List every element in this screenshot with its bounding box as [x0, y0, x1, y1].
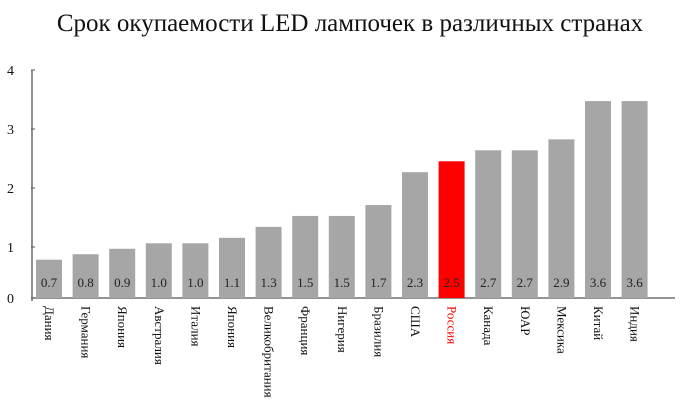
bar [365, 205, 392, 298]
bar [475, 150, 502, 298]
bar-value-label: 1.7 [370, 275, 387, 290]
x-tick-label: Дания [42, 306, 57, 341]
x-tick-label: Франция [298, 306, 313, 355]
bar-value-label: 3.6 [590, 275, 607, 290]
x-tick-label: Россия [445, 306, 460, 344]
bar-value-label: 2.9 [553, 275, 569, 290]
bar-value-label: 3.6 [626, 275, 643, 290]
bar [511, 150, 538, 298]
y-tick-label: 0 [7, 292, 14, 307]
y-tick-label: 2 [7, 182, 14, 197]
bar-value-label: 1.0 [187, 275, 203, 290]
x-tick-label: США [408, 306, 423, 338]
bar-value-label: 1.1 [224, 275, 240, 290]
bar [36, 259, 62, 298]
x-tick-label: Япония [225, 306, 240, 348]
y-tick-label: 1 [7, 241, 14, 256]
bar-value-label: 2.7 [517, 275, 534, 290]
bar-value-label: 0.8 [77, 275, 93, 290]
bar [402, 172, 428, 298]
bar [438, 161, 465, 298]
bar [621, 101, 648, 298]
x-tick-label: Великобритания [262, 306, 277, 398]
y-tick-label: 3 [7, 123, 14, 138]
bar [145, 243, 172, 298]
bar [182, 243, 209, 298]
bar-value-label: 1.3 [260, 275, 276, 290]
x-tick-label: Китай [591, 306, 606, 340]
bar-value-label: 2.3 [407, 275, 423, 290]
x-tick-label: Австралия [152, 306, 167, 365]
chart-title: Срок окупаемости LED лампочек в различны… [56, 10, 644, 37]
x-tick-label: Нигерия [335, 306, 350, 353]
x-tick-label: Япония [115, 306, 130, 348]
bar [328, 215, 355, 298]
bar [72, 254, 99, 298]
bar-value-label: 1.0 [151, 275, 167, 290]
bar-value-label: 0.9 [114, 275, 130, 290]
y-tick-label: 4 [7, 64, 14, 79]
bar-value-label: 0.7 [41, 275, 58, 290]
bar-value-label: 1.5 [334, 275, 350, 290]
bar [255, 226, 282, 298]
bar [219, 237, 245, 298]
bar [109, 248, 136, 298]
x-tick-label: Канада [481, 306, 496, 346]
bar [548, 139, 575, 298]
x-tick-label: Германия [79, 306, 94, 358]
bar-value-label: 1.5 [297, 275, 313, 290]
bar [585, 101, 611, 298]
bar-value-label: 2.5 [443, 275, 459, 290]
x-tick-label: ЮАР [518, 306, 533, 336]
x-tick-label: Мексика [554, 306, 569, 354]
x-tick-label: Индия [628, 306, 643, 342]
x-tick-label: Бразилия [371, 306, 386, 357]
x-tick-label: Италия [188, 306, 203, 347]
bar-value-label: 2.7 [480, 275, 497, 290]
bar [292, 215, 319, 298]
